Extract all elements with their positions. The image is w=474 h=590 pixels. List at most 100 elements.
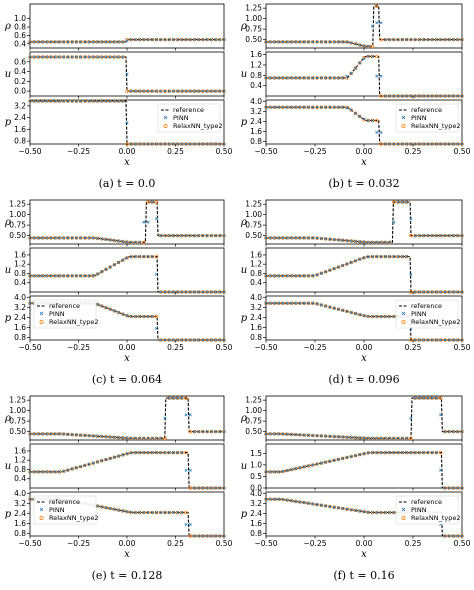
relaxnn-point: [404, 450, 409, 455]
pinn-point: [341, 506, 345, 511]
pinn-point: [125, 72, 129, 76]
pinn-point: [192, 338, 197, 342]
pinn-point: [171, 142, 175, 146]
relaxnn-point: [349, 41, 353, 45]
y-tick-label: 4.0: [250, 97, 262, 106]
relaxnn-point: [61, 99, 66, 103]
relaxnn-point: [387, 436, 392, 441]
relaxnn-point: [413, 94, 417, 98]
relaxnn-point: [45, 432, 49, 436]
relaxnn-point: [133, 314, 138, 319]
relaxnn-point: [345, 455, 349, 460]
relaxnn-point: [222, 429, 226, 434]
relaxnn-point: [213, 290, 218, 294]
relaxnn-point: [45, 55, 49, 59]
relaxnn-point: [447, 338, 451, 342]
pinn-point: [192, 430, 197, 434]
pinn-point: [358, 257, 362, 261]
pinn-point: [112, 55, 116, 59]
relaxnn-point: [78, 55, 83, 59]
pinn-point: [409, 142, 413, 146]
relaxnn-point: [129, 240, 133, 245]
pinn-point: [383, 38, 387, 42]
relaxnn-point: [349, 239, 353, 243]
legend-pinn: PINN: [411, 114, 427, 122]
pinn-point: [100, 270, 104, 274]
relaxnn-point: [180, 142, 184, 146]
legend-reference: reference: [49, 302, 80, 310]
pinn-point: [422, 338, 426, 342]
pinn-point: [409, 272, 413, 276]
relaxnn-point: [163, 142, 167, 146]
relaxnn-point: [417, 450, 422, 455]
relaxnn-point: [298, 500, 302, 504]
relaxnn-point: [108, 265, 112, 269]
pinn-point: [74, 40, 78, 44]
relaxnn-point: [184, 450, 188, 455]
relaxnn-point: [61, 40, 66, 44]
pinn-point: [332, 458, 336, 462]
legend-box: [157, 103, 221, 133]
pinn-point: [159, 89, 163, 93]
pinn-point: [79, 236, 83, 240]
pinn-point: [83, 99, 87, 103]
pinn-point: [70, 433, 74, 437]
pinn-point: [125, 510, 129, 514]
relaxnn-point: [49, 432, 53, 436]
relaxnn-point: [379, 450, 383, 455]
relaxnn-point: [451, 486, 456, 490]
pinn-point: [426, 396, 430, 400]
relaxnn-point: [349, 435, 353, 440]
pinn-point: [430, 396, 434, 400]
relaxnn-point: [57, 40, 62, 44]
pinn-point: [311, 40, 315, 44]
relaxnn-point: [409, 142, 413, 146]
pinn-point: [138, 89, 142, 93]
y-tick-label: 0.8: [14, 333, 26, 342]
legend-relaxnn: RelaxNN_type2: [411, 514, 461, 522]
relaxnn-point: [158, 89, 163, 93]
pinn-point: [392, 510, 396, 515]
relaxnn-point: [32, 470, 36, 474]
relaxnn-point: [125, 89, 129, 93]
pinn-point: [142, 38, 146, 42]
pinn-point: [375, 510, 379, 515]
relaxnn-point: [349, 260, 353, 265]
pinn-point: [413, 396, 417, 400]
relaxnn-point: [209, 142, 214, 146]
relaxnn-point: [379, 94, 383, 98]
relaxnn-point: [218, 233, 222, 238]
y-tick-label: 1.5: [250, 449, 262, 458]
relaxnn-point: [150, 450, 155, 455]
pinn-point: [70, 236, 74, 240]
relaxnn-point: [57, 274, 62, 278]
relaxnn-point: [146, 450, 150, 455]
y-tick-label: 1.25: [245, 4, 262, 13]
pinn-point: [159, 451, 163, 455]
pinn-point: [345, 40, 349, 44]
relaxnn-point: [95, 40, 100, 44]
pinn-point: [349, 71, 353, 75]
relaxnn-point: [447, 142, 451, 146]
pinn-point: [184, 522, 188, 526]
relaxnn-point: [306, 236, 311, 240]
pinn-point: [53, 99, 57, 103]
pinn-point: [121, 99, 125, 103]
relaxnn-point: [175, 89, 180, 93]
pinn-point: [125, 240, 129, 244]
pinn-point: [392, 436, 396, 440]
pinn-point: [353, 66, 358, 70]
relaxnn-point: [362, 117, 366, 122]
relaxnn-point: [112, 99, 117, 103]
pinn-point: [264, 497, 268, 501]
subplot-caption: (c) t = 0.064: [92, 373, 162, 386]
y-tick-label: 3.2: [14, 499, 26, 508]
y-axis-label: ρ: [240, 413, 247, 424]
relaxnn-point: [158, 436, 163, 441]
pinn-point: [180, 510, 184, 515]
relaxnn-point: [383, 254, 388, 259]
y-tick-label: 0.6: [14, 31, 26, 40]
pinn-point: [100, 40, 104, 44]
x-tick-label: 0.25: [405, 539, 422, 548]
relaxnn-point: [349, 71, 353, 76]
